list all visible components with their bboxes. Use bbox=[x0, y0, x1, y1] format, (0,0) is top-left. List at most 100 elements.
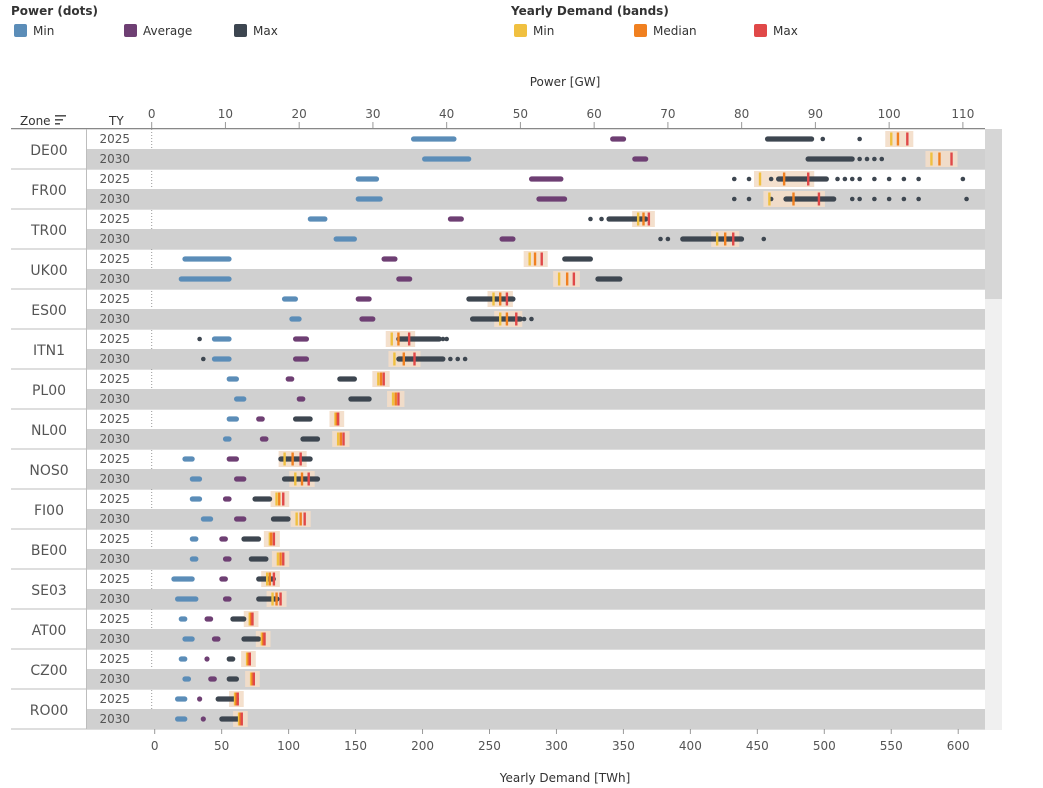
row-band-nl00-2030 bbox=[87, 429, 985, 449]
power-max-outlier-fr00-2025-8 bbox=[886, 176, 892, 182]
power-min-dots-se03-2025 bbox=[171, 576, 195, 582]
bottom-tick-label-50: 50 bbox=[214, 739, 229, 753]
power-max-dots-cz00-2030 bbox=[226, 676, 239, 682]
power-average-dots-de00-2030 bbox=[632, 156, 649, 162]
demand-min-marker-es00-2030 bbox=[499, 312, 502, 326]
scrollbar-thumb[interactable] bbox=[985, 129, 1002, 299]
legend-power-max-swatch bbox=[234, 24, 247, 37]
power-min-dots-es00-2025 bbox=[281, 296, 298, 302]
power-min-dots-fi00-2025 bbox=[189, 496, 203, 502]
ty-label-fr00-2025: 2025 bbox=[99, 172, 130, 186]
power-max-outlier-fr00-2030-5 bbox=[872, 196, 877, 202]
power-min-dots-nl00-2030 bbox=[222, 436, 232, 442]
ty-label-nl00-2025: 2025 bbox=[99, 412, 130, 426]
bottom-tick-label-200: 200 bbox=[411, 739, 434, 753]
ty-label-cz00-2025: 2025 bbox=[99, 652, 130, 666]
power-min-dots-nos0-2030 bbox=[189, 476, 203, 482]
ty-label-be00-2030: 2030 bbox=[99, 552, 130, 566]
zone-label-se03: SE03 bbox=[31, 583, 67, 599]
ty-label-fr00-2030: 2030 bbox=[99, 192, 130, 206]
demand-med-marker-fi00-2025 bbox=[278, 492, 281, 506]
sort-icon[interactable] bbox=[55, 115, 66, 125]
power-max-outlier-itn1-2030-3 bbox=[462, 356, 468, 362]
power-max-dots-pl00-2025 bbox=[337, 376, 357, 382]
legend-demand-median-label: Median bbox=[653, 24, 697, 38]
demand-max-marker-pl00-2030 bbox=[397, 392, 400, 406]
demand-max-marker-es00-2030 bbox=[515, 312, 518, 326]
power-average-dots-cz00-2025 bbox=[204, 656, 210, 662]
ty-label-nos0-2025: 2025 bbox=[99, 452, 130, 466]
power-average-dots-at00-2030 bbox=[211, 636, 221, 642]
row-band-de00-2030 bbox=[87, 149, 985, 169]
demand-max-marker-at00-2025 bbox=[251, 612, 254, 626]
power-max-outlier-fr00-2025-4 bbox=[842, 176, 848, 182]
bottom-tick-label-350: 350 bbox=[612, 739, 635, 753]
power-max-dots-tr00-2025 bbox=[606, 216, 649, 222]
power-max-outlier-de00-2030-2 bbox=[872, 156, 877, 162]
power-min-dots-ro00-2025 bbox=[174, 696, 188, 702]
legend-power-max-label: Max bbox=[253, 24, 278, 38]
demand-min-marker-uk00-2030 bbox=[557, 272, 561, 286]
demand-med-marker-uk00-2025 bbox=[533, 252, 537, 266]
power-average-dots-at00-2025 bbox=[204, 616, 214, 622]
power-max-outlier-fr00-2025-1 bbox=[746, 176, 752, 182]
demand-max-marker-se03-2025 bbox=[272, 572, 276, 586]
demand-min-marker-se03-2030 bbox=[271, 592, 274, 606]
power-max-dots-itn1-2025 bbox=[396, 336, 442, 342]
power-average-dots-fr00-2030 bbox=[536, 196, 568, 202]
demand-max-marker-itn1-2030 bbox=[413, 352, 416, 366]
demand-min-marker-at00-2030 bbox=[260, 632, 264, 646]
demand-med-marker-be00-2030 bbox=[279, 552, 282, 566]
ty-header: TY bbox=[108, 114, 124, 128]
power-max-outlier-fr00-2030-6 bbox=[886, 196, 892, 202]
power-min-dots-fi00-2030 bbox=[200, 516, 214, 522]
power-average-dots-tr00-2025 bbox=[447, 216, 464, 222]
power-min-dots-uk00-2030 bbox=[178, 276, 232, 282]
demand-med-marker-se03-2025 bbox=[268, 572, 272, 586]
ty-label-at00-2025: 2025 bbox=[99, 612, 130, 626]
rows-layer: 2025 2030 2025 2030 2025 2030 2025 2030 2025 2030… bbox=[29, 132, 985, 729]
ty-label-cz00-2030: 2030 bbox=[99, 672, 130, 686]
demand-min-marker-itn1-2025 bbox=[390, 332, 393, 346]
power-max-outlier-fr00-2025-3 bbox=[835, 176, 840, 182]
demand-med-marker-pl00-2025 bbox=[379, 372, 383, 386]
demand-max-marker-se03-2030 bbox=[279, 592, 282, 606]
power-min-dots-de00-2030 bbox=[422, 156, 472, 162]
power-max-dots-nl00-2025 bbox=[292, 416, 313, 422]
row-band-tr00-2030 bbox=[87, 229, 985, 249]
demand-med-marker-cz00-2025 bbox=[247, 652, 250, 666]
power-min-dots-be00-2025 bbox=[189, 536, 199, 542]
legend-power-min-label: Min bbox=[33, 24, 54, 38]
zone-label-es00: ES00 bbox=[31, 303, 67, 319]
demand-max-marker-nl00-2025 bbox=[336, 412, 340, 426]
power-max-dots-uk00-2025 bbox=[562, 256, 593, 262]
row-band-cz00-2030 bbox=[87, 669, 985, 689]
row-band-itn1-2030 bbox=[87, 349, 985, 369]
ty-label-pl00-2025: 2025 bbox=[99, 372, 130, 386]
legend-demand-min-swatch bbox=[514, 24, 527, 37]
demand-min-marker-pl00-2025 bbox=[377, 372, 380, 386]
power-average-dots-ro00-2025 bbox=[197, 696, 203, 702]
power-average-dots-be00-2025 bbox=[219, 536, 228, 542]
demand-max-marker-tr00-2025 bbox=[647, 212, 651, 226]
power-max-outlier-fr00-2025-6 bbox=[857, 176, 862, 182]
power-min-dots-se03-2030 bbox=[174, 596, 199, 602]
demand-min-marker-nl00-2025 bbox=[334, 412, 337, 426]
demand-max-marker-ro00-2025 bbox=[236, 692, 239, 706]
power-max-outlier-fr00-2030-9 bbox=[964, 196, 969, 202]
row-band-pl00-2030 bbox=[87, 389, 985, 409]
demand-max-marker-cz00-2025 bbox=[248, 652, 251, 666]
demand-min-marker-be00-2025 bbox=[268, 532, 272, 546]
demand-min-marker-tr00-2025 bbox=[636, 212, 640, 226]
demand-band-de00-2030 bbox=[925, 151, 958, 167]
bottom-tick-label-300: 300 bbox=[545, 739, 568, 753]
power-min-dots-be00-2030 bbox=[189, 556, 199, 562]
power-max-dots-de00-2030 bbox=[805, 156, 855, 162]
row-band-nos0-2030 bbox=[87, 469, 985, 489]
power-min-dots-ro00-2030 bbox=[174, 716, 188, 722]
power-max-outlier-itn1-2030-2 bbox=[455, 356, 461, 362]
zone-label-itn1: ITN1 bbox=[33, 343, 65, 359]
power-max-dots-cz00-2025 bbox=[226, 656, 236, 662]
demand-med-marker-itn1-2030 bbox=[402, 352, 405, 366]
